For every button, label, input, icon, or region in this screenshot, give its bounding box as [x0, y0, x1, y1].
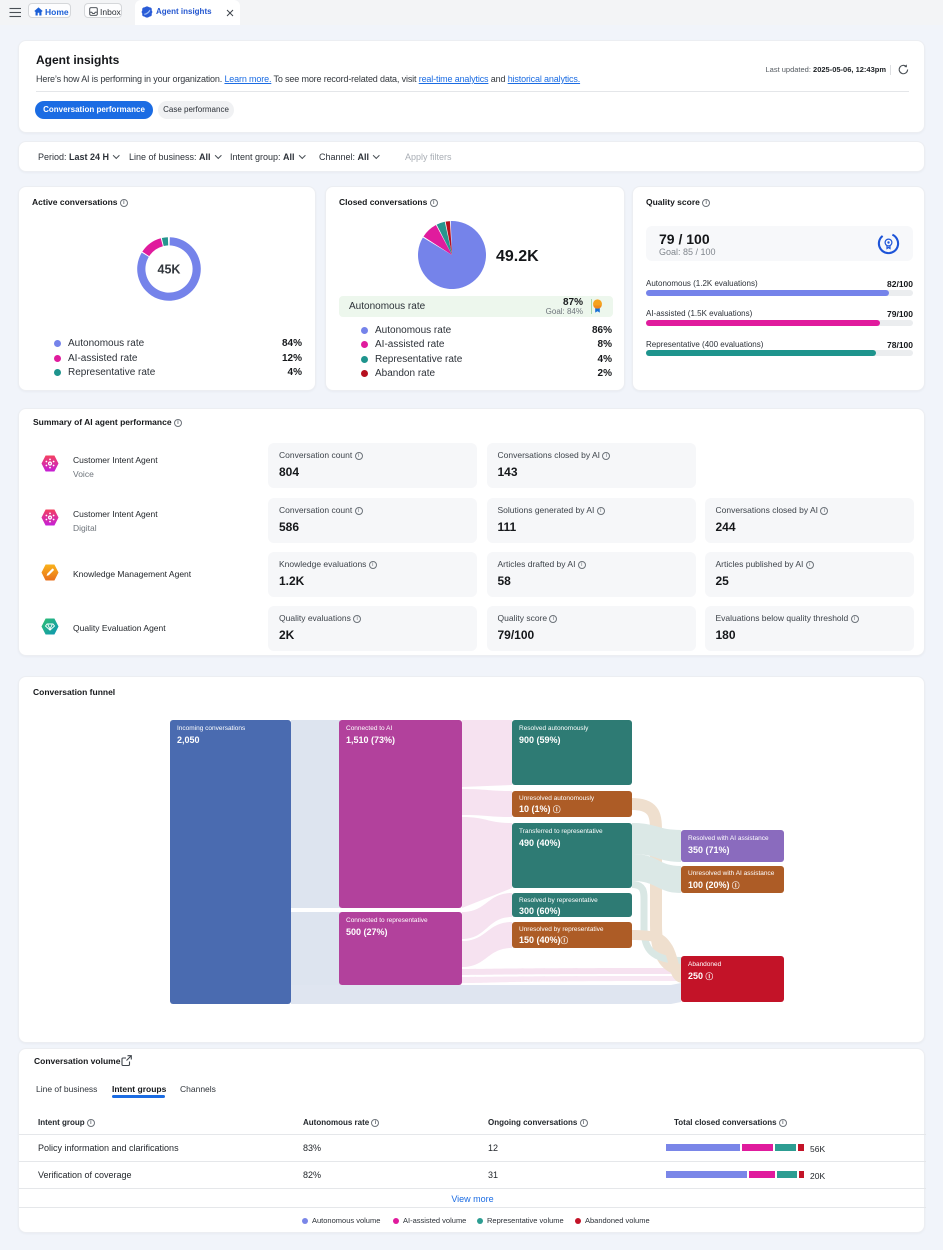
svg-text:500 (27%): 500 (27%) — [346, 927, 388, 937]
svg-text:Connected to representative: Connected to representative — [346, 917, 428, 924]
svg-text:Resolved autonomously: Resolved autonomously — [519, 725, 589, 732]
svg-text:350 (71%): 350 (71%) — [688, 845, 730, 855]
svg-text:Incoming conversations: Incoming conversations — [177, 725, 246, 732]
svg-text:900 (59%): 900 (59%) — [519, 735, 561, 745]
svg-text:45K: 45K — [158, 263, 181, 277]
svg-text:250 ⓘ: 250 ⓘ — [688, 971, 714, 981]
svg-text:Unresolved with AI assistance: Unresolved with AI assistance — [688, 870, 775, 877]
svg-text:100 (20%) ⓘ: 100 (20%) ⓘ — [688, 880, 740, 890]
svg-text:150 (40%)ⓘ: 150 (40%)ⓘ — [519, 935, 569, 945]
svg-text:10 (1%) ⓘ: 10 (1%) ⓘ — [519, 804, 561, 814]
svg-text:Abandoned: Abandoned — [688, 961, 722, 968]
svg-text:1,510 (73%): 1,510 (73%) — [346, 735, 395, 745]
svg-text:490 (40%): 490 (40%) — [519, 838, 561, 848]
svg-text:2,050: 2,050 — [177, 735, 200, 745]
svg-text:Resolved by representative: Resolved by representative — [519, 897, 598, 904]
svg-text:Unresolved by representative: Unresolved by representative — [519, 926, 604, 933]
svg-text:Unresolved autonomously: Unresolved autonomously — [519, 795, 595, 802]
svg-text:Transferred to representative: Transferred to representative — [519, 828, 603, 835]
svg-text:300 (60%): 300 (60%) — [519, 906, 561, 916]
svg-text:Connected to AI: Connected to AI — [346, 725, 392, 732]
svg-text:Resolved with AI assistance: Resolved with AI assistance — [688, 835, 769, 842]
